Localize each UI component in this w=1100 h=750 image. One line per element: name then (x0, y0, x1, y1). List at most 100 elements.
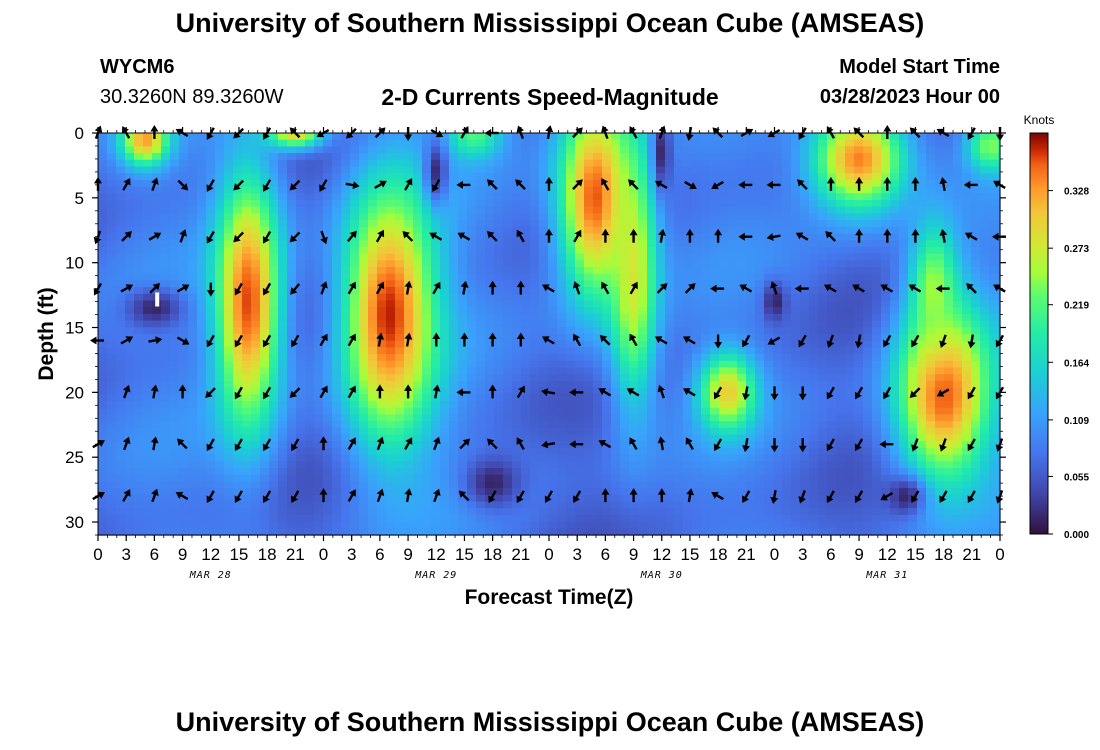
heatmap-cell (629, 186, 639, 194)
heatmap-cell (512, 133, 522, 141)
heatmap-cell (98, 139, 108, 147)
heatmap-cell (593, 528, 603, 536)
heatmap-cell (683, 521, 693, 529)
heatmap-cell (809, 200, 819, 208)
heatmap-cell (278, 226, 288, 235)
heatmap-cell (773, 354, 783, 362)
heatmap-cell (296, 394, 306, 402)
heatmap-cell (188, 468, 198, 476)
heatmap-cell (188, 447, 198, 456)
heatmap-cell (575, 434, 585, 442)
heatmap-cell (440, 186, 450, 194)
heatmap-cell (233, 347, 243, 355)
heatmap-cell (206, 320, 216, 328)
heatmap-cell (746, 407, 756, 415)
heatmap-cell (503, 414, 513, 422)
heatmap-cell (161, 434, 171, 442)
heatmap-cell (341, 347, 351, 355)
heatmap-cell (386, 320, 396, 328)
heatmap-cell (413, 253, 423, 261)
heatmap-cell (197, 394, 207, 402)
heatmap-cell (323, 166, 333, 174)
heatmap-cell (368, 407, 378, 415)
heatmap-cell (728, 267, 738, 275)
heatmap-cell (566, 293, 576, 302)
heatmap-cell (152, 287, 162, 295)
heatmap-cell (692, 367, 702, 375)
heatmap-cell (503, 273, 513, 281)
heatmap-cell (593, 501, 603, 509)
heatmap-cell (530, 501, 540, 509)
heatmap-cell (800, 434, 810, 442)
heatmap-cell (647, 441, 657, 449)
heatmap-cell (269, 273, 279, 281)
heatmap-cell (710, 226, 720, 235)
heatmap-cell (179, 206, 189, 214)
heatmap-cell (512, 246, 522, 255)
heatmap-cell (611, 206, 621, 214)
heatmap-cell (341, 320, 351, 328)
heatmap-cell (503, 287, 513, 295)
heatmap-cell (575, 380, 585, 389)
heatmap-cell (611, 293, 621, 302)
heatmap-cell (170, 380, 180, 389)
heatmap-cell (134, 481, 144, 489)
heatmap-cell (395, 173, 405, 181)
heatmap-cell (377, 387, 387, 395)
heatmap-cell (728, 427, 738, 436)
heatmap-cell (701, 347, 711, 355)
heatmap-cell (152, 367, 162, 375)
heatmap-cell (620, 139, 630, 147)
heatmap-cell (233, 273, 243, 281)
heatmap-cell (251, 394, 261, 402)
heatmap-cell (206, 401, 216, 409)
heatmap-cell (134, 474, 144, 482)
heatmap-cell (350, 320, 360, 328)
heatmap-cell (305, 374, 315, 382)
heatmap-cell (521, 287, 531, 295)
heatmap-cell (323, 340, 333, 348)
heatmap-cell (755, 427, 765, 436)
heatmap-cell (674, 461, 684, 469)
heatmap-cell (161, 206, 171, 214)
heatmap-cell (728, 313, 738, 322)
heatmap-cell (764, 501, 774, 509)
heatmap-cell (278, 501, 288, 509)
heatmap-cell (548, 414, 558, 422)
heatmap-cell (233, 447, 243, 456)
heatmap-cell (467, 153, 477, 161)
heatmap-cell (332, 340, 342, 348)
heatmap-cell (476, 133, 486, 141)
heatmap-cell (575, 186, 585, 194)
heatmap-cell (377, 340, 387, 348)
heatmap-cell (719, 146, 729, 154)
heatmap-cell (584, 380, 594, 389)
heatmap-cell (413, 401, 423, 409)
heatmap-cell (584, 347, 594, 355)
heatmap-cell (188, 146, 198, 154)
heatmap-cell (134, 367, 144, 375)
heatmap-cell (197, 347, 207, 355)
heatmap-cell (674, 514, 684, 523)
heatmap-cell (341, 501, 351, 509)
heatmap-cell (449, 374, 459, 382)
heatmap-cell (638, 494, 648, 503)
heatmap-cell (386, 481, 396, 489)
heatmap-cell (314, 300, 324, 308)
heatmap-cell (737, 320, 747, 328)
heatmap-cell (134, 293, 144, 302)
heatmap-cell (251, 434, 261, 442)
heatmap-cell (494, 394, 504, 402)
heatmap-cell (692, 300, 702, 308)
heatmap-cell (278, 401, 288, 409)
heatmap-cell (575, 193, 585, 201)
heatmap-cell (467, 401, 477, 409)
heatmap-cell (170, 427, 180, 436)
heatmap-cell (404, 153, 414, 161)
heatmap-cell (584, 474, 594, 482)
heatmap-cell (197, 360, 207, 369)
heatmap-cell (260, 481, 270, 489)
heatmap-cell (539, 166, 549, 174)
heatmap-cell (602, 146, 612, 154)
heatmap-cell (692, 159, 702, 168)
